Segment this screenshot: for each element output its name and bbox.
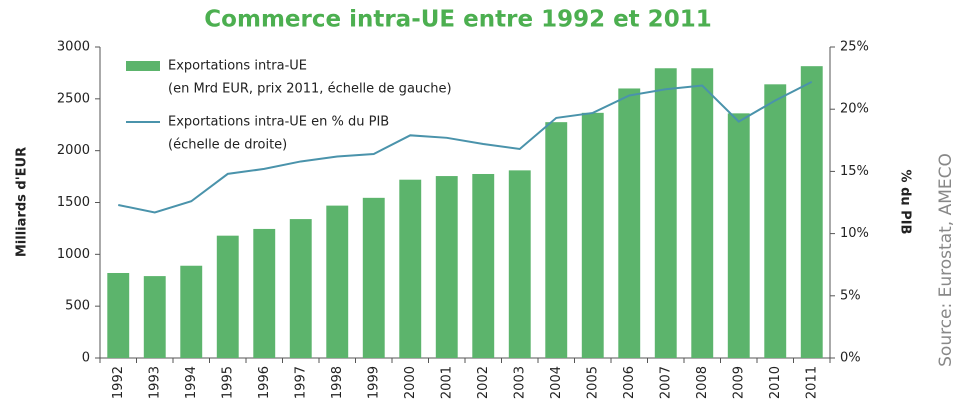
bar [691,68,714,359]
bar [508,170,531,358]
x-tick-label: 2010 [768,366,783,399]
bar [180,265,203,358]
y2-tick-label: 0% [840,351,861,366]
y-tick-label: 0 [82,351,90,366]
bar [143,276,166,358]
y2-tick-label: 10% [840,226,869,241]
bar [545,122,568,359]
chart-title: Commerce intra-UE entre 1992 et 2011 [204,7,711,33]
bar [727,113,750,358]
x-tick-label: 1994 [184,366,199,399]
x-tick-label: 2008 [695,366,710,399]
x-tick-label: 2006 [622,366,637,399]
x-tick-label: 1996 [257,366,272,399]
legend-note: (échelle de droite) [168,138,287,153]
y2-axis-label: % du PIB [898,170,913,235]
x-tick-label: 1998 [330,366,345,399]
y2-tick-label: 5% [840,288,861,303]
x-tick-label: 2000 [403,366,418,399]
line [118,80,813,214]
y-tick-label: 1500 [57,195,90,210]
x-tick-label: 2003 [512,366,527,399]
bar [399,179,422,358]
bar [618,88,641,358]
legend-swatch [126,61,160,71]
bar [435,176,458,358]
bar [800,66,823,358]
y-tick-label: 3000 [57,40,90,55]
y-tick-label: 1000 [57,247,90,262]
bar [362,197,385,358]
x-tick-label: 1995 [220,366,235,399]
bar [289,219,312,358]
x-tick-label: 1992 [111,366,126,399]
bar [654,68,677,359]
legend-label: Exportations intra-UE en % du PIB [168,115,389,130]
bar [764,84,787,358]
bar [472,173,495,358]
bar [216,235,239,358]
y2-tick-label: 25% [840,40,869,55]
x-tick-label: 2009 [731,366,746,399]
bar [581,112,604,358]
bar [107,272,130,358]
x-tick-label: 1997 [293,366,308,399]
y-tick-label: 500 [65,299,90,314]
y2-tick-label: 20% [840,102,869,117]
x-tick-label: 2007 [658,366,673,399]
y-axis-label: Milliards d'EUR [15,147,30,257]
x-tick-label: 2001 [439,366,454,399]
source-note: Source: Eurostat, AMECO [936,153,956,367]
x-tick-label: 2004 [549,366,564,399]
x-tick-label: 2011 [804,366,819,399]
x-tick-label: 2005 [585,366,600,399]
y-tick-label: 2500 [57,91,90,106]
y-tick-label: 2000 [57,143,90,158]
x-tick-label: 2002 [476,366,491,399]
legend-note: (en Mrd EUR, prix 2011, échelle de gauch… [168,82,452,97]
x-tick-label: 1999 [366,366,381,399]
bar [253,228,276,358]
y2-tick-label: 15% [840,164,869,179]
x-tick-label: 1993 [147,366,162,399]
bar [326,205,349,358]
legend-label: Exportations intra-UE [168,59,307,74]
